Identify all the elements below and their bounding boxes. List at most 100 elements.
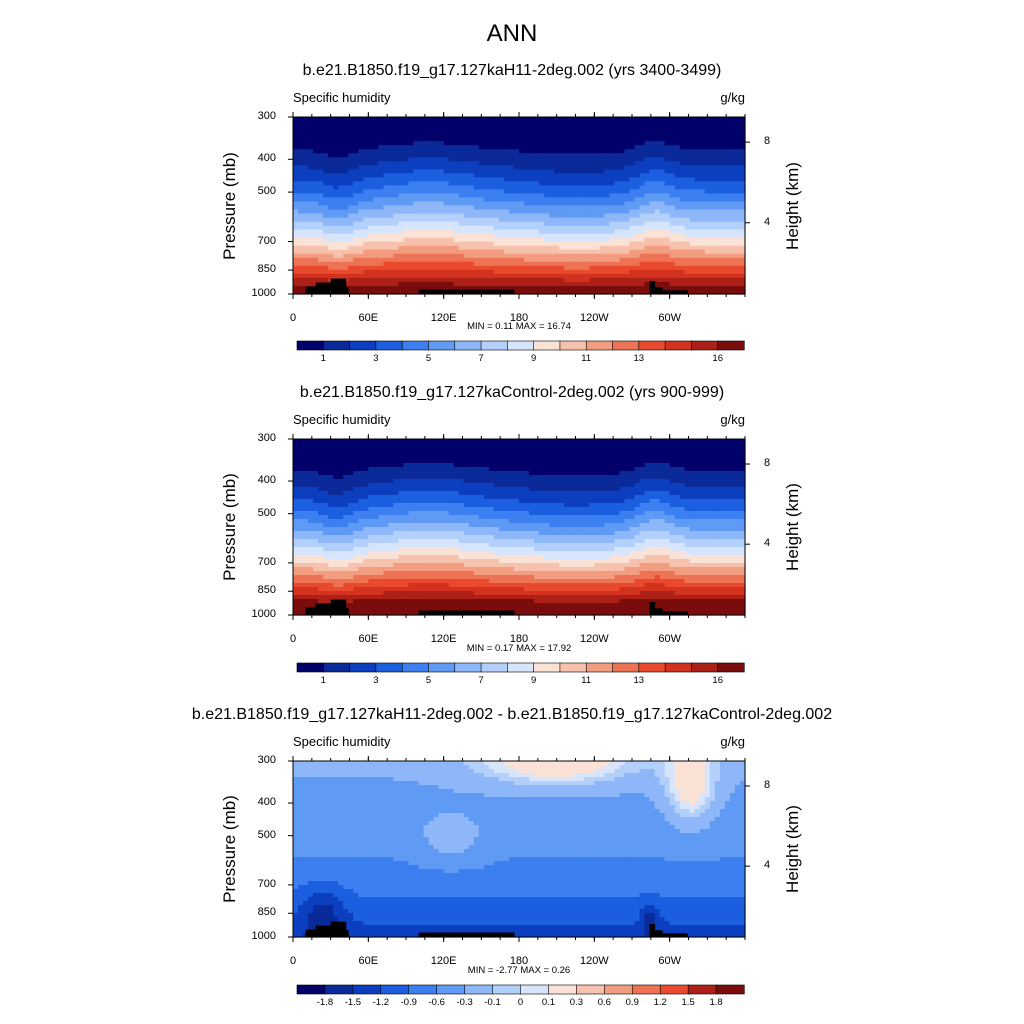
field-cell xyxy=(554,285,560,291)
field-cell xyxy=(313,197,319,203)
field-cell xyxy=(363,277,369,283)
field-cell xyxy=(303,491,309,496)
field-cell xyxy=(398,277,405,283)
field-cell xyxy=(644,289,651,295)
y-tick-label: 300 xyxy=(257,754,276,766)
field-cell xyxy=(649,269,656,275)
field-cell xyxy=(649,121,656,126)
field-cell xyxy=(508,269,515,275)
field-cell xyxy=(303,455,309,460)
field-cell xyxy=(483,161,490,166)
field-cell xyxy=(418,217,425,223)
field-cell xyxy=(343,153,349,158)
field-cell xyxy=(729,249,736,255)
field-cell xyxy=(529,281,535,287)
field-cell xyxy=(674,137,681,142)
field-cell xyxy=(508,253,515,259)
field-cell xyxy=(453,277,460,283)
field-cell xyxy=(554,129,560,134)
field-cell xyxy=(363,281,369,287)
field-cell xyxy=(539,145,545,150)
field-cell xyxy=(448,169,455,174)
field-cell xyxy=(378,205,384,211)
field-cell xyxy=(579,169,585,174)
field-cell xyxy=(524,237,530,243)
field-cell xyxy=(358,555,364,560)
field-cell xyxy=(569,229,575,235)
field-cell xyxy=(594,169,600,174)
field-cell xyxy=(398,165,405,170)
field-cell xyxy=(524,141,530,146)
field-cell xyxy=(674,205,681,211)
field-cell xyxy=(564,157,570,162)
field-cell xyxy=(584,217,590,223)
field-cell xyxy=(589,157,595,162)
field-cell xyxy=(333,507,339,512)
field-cell xyxy=(574,261,580,267)
field-cell xyxy=(659,237,666,243)
field-cell xyxy=(393,145,400,150)
field-cell xyxy=(378,149,384,154)
y-right-tick-label: 4 xyxy=(764,215,771,228)
field-cell xyxy=(513,185,520,191)
field-cell xyxy=(293,555,299,560)
field-cell xyxy=(353,595,359,600)
field-cell xyxy=(318,447,324,452)
field-cell xyxy=(373,157,379,162)
field-cell xyxy=(704,197,711,203)
field-cell xyxy=(353,531,359,536)
field-cell xyxy=(303,145,309,150)
field-cell xyxy=(534,177,540,182)
field-cell xyxy=(303,467,309,472)
field-cell xyxy=(313,531,319,536)
field-cell xyxy=(398,157,405,162)
field-cell xyxy=(383,125,390,130)
field-cell xyxy=(298,257,304,263)
field-cell xyxy=(639,137,646,142)
field-cell xyxy=(293,269,299,275)
field-cell xyxy=(348,567,354,572)
field-cell xyxy=(313,141,319,146)
field-cell xyxy=(609,197,616,203)
field-cell xyxy=(524,249,530,255)
field-cell xyxy=(498,121,505,126)
field-cell xyxy=(669,277,676,283)
field-cell xyxy=(684,173,691,178)
field-cell xyxy=(604,241,610,247)
field-cell xyxy=(604,185,610,191)
field-cell xyxy=(659,281,666,287)
field-cell xyxy=(303,451,309,456)
field-cell xyxy=(368,515,374,520)
field-cell xyxy=(634,217,641,223)
field-cell xyxy=(564,285,570,291)
field-cell xyxy=(564,189,570,195)
field-cell xyxy=(348,213,354,219)
field-cell xyxy=(599,145,605,150)
field-cell xyxy=(328,157,334,162)
field-cell xyxy=(669,265,676,271)
field-cell xyxy=(348,607,354,612)
field-cell xyxy=(333,257,339,263)
field-cell xyxy=(318,511,324,516)
field-cell xyxy=(689,117,696,122)
field-cell xyxy=(659,257,666,263)
field-cell xyxy=(398,133,405,138)
field-cell xyxy=(298,591,304,596)
field-cell xyxy=(719,197,726,203)
field-cell xyxy=(739,217,746,223)
field-cell xyxy=(669,193,676,199)
field-cell xyxy=(358,221,364,227)
field-cell xyxy=(328,261,334,267)
field-cell xyxy=(438,237,445,243)
field-cell xyxy=(413,153,420,158)
field-cell xyxy=(659,233,666,239)
field-cell xyxy=(619,165,626,170)
field-cell xyxy=(378,201,384,207)
field-cell xyxy=(413,121,420,126)
field-cell xyxy=(293,463,299,468)
field-cell xyxy=(388,277,395,283)
field-cell xyxy=(453,273,460,279)
field-cell xyxy=(508,241,515,247)
field-cell xyxy=(508,129,515,134)
field-cell xyxy=(739,137,746,142)
